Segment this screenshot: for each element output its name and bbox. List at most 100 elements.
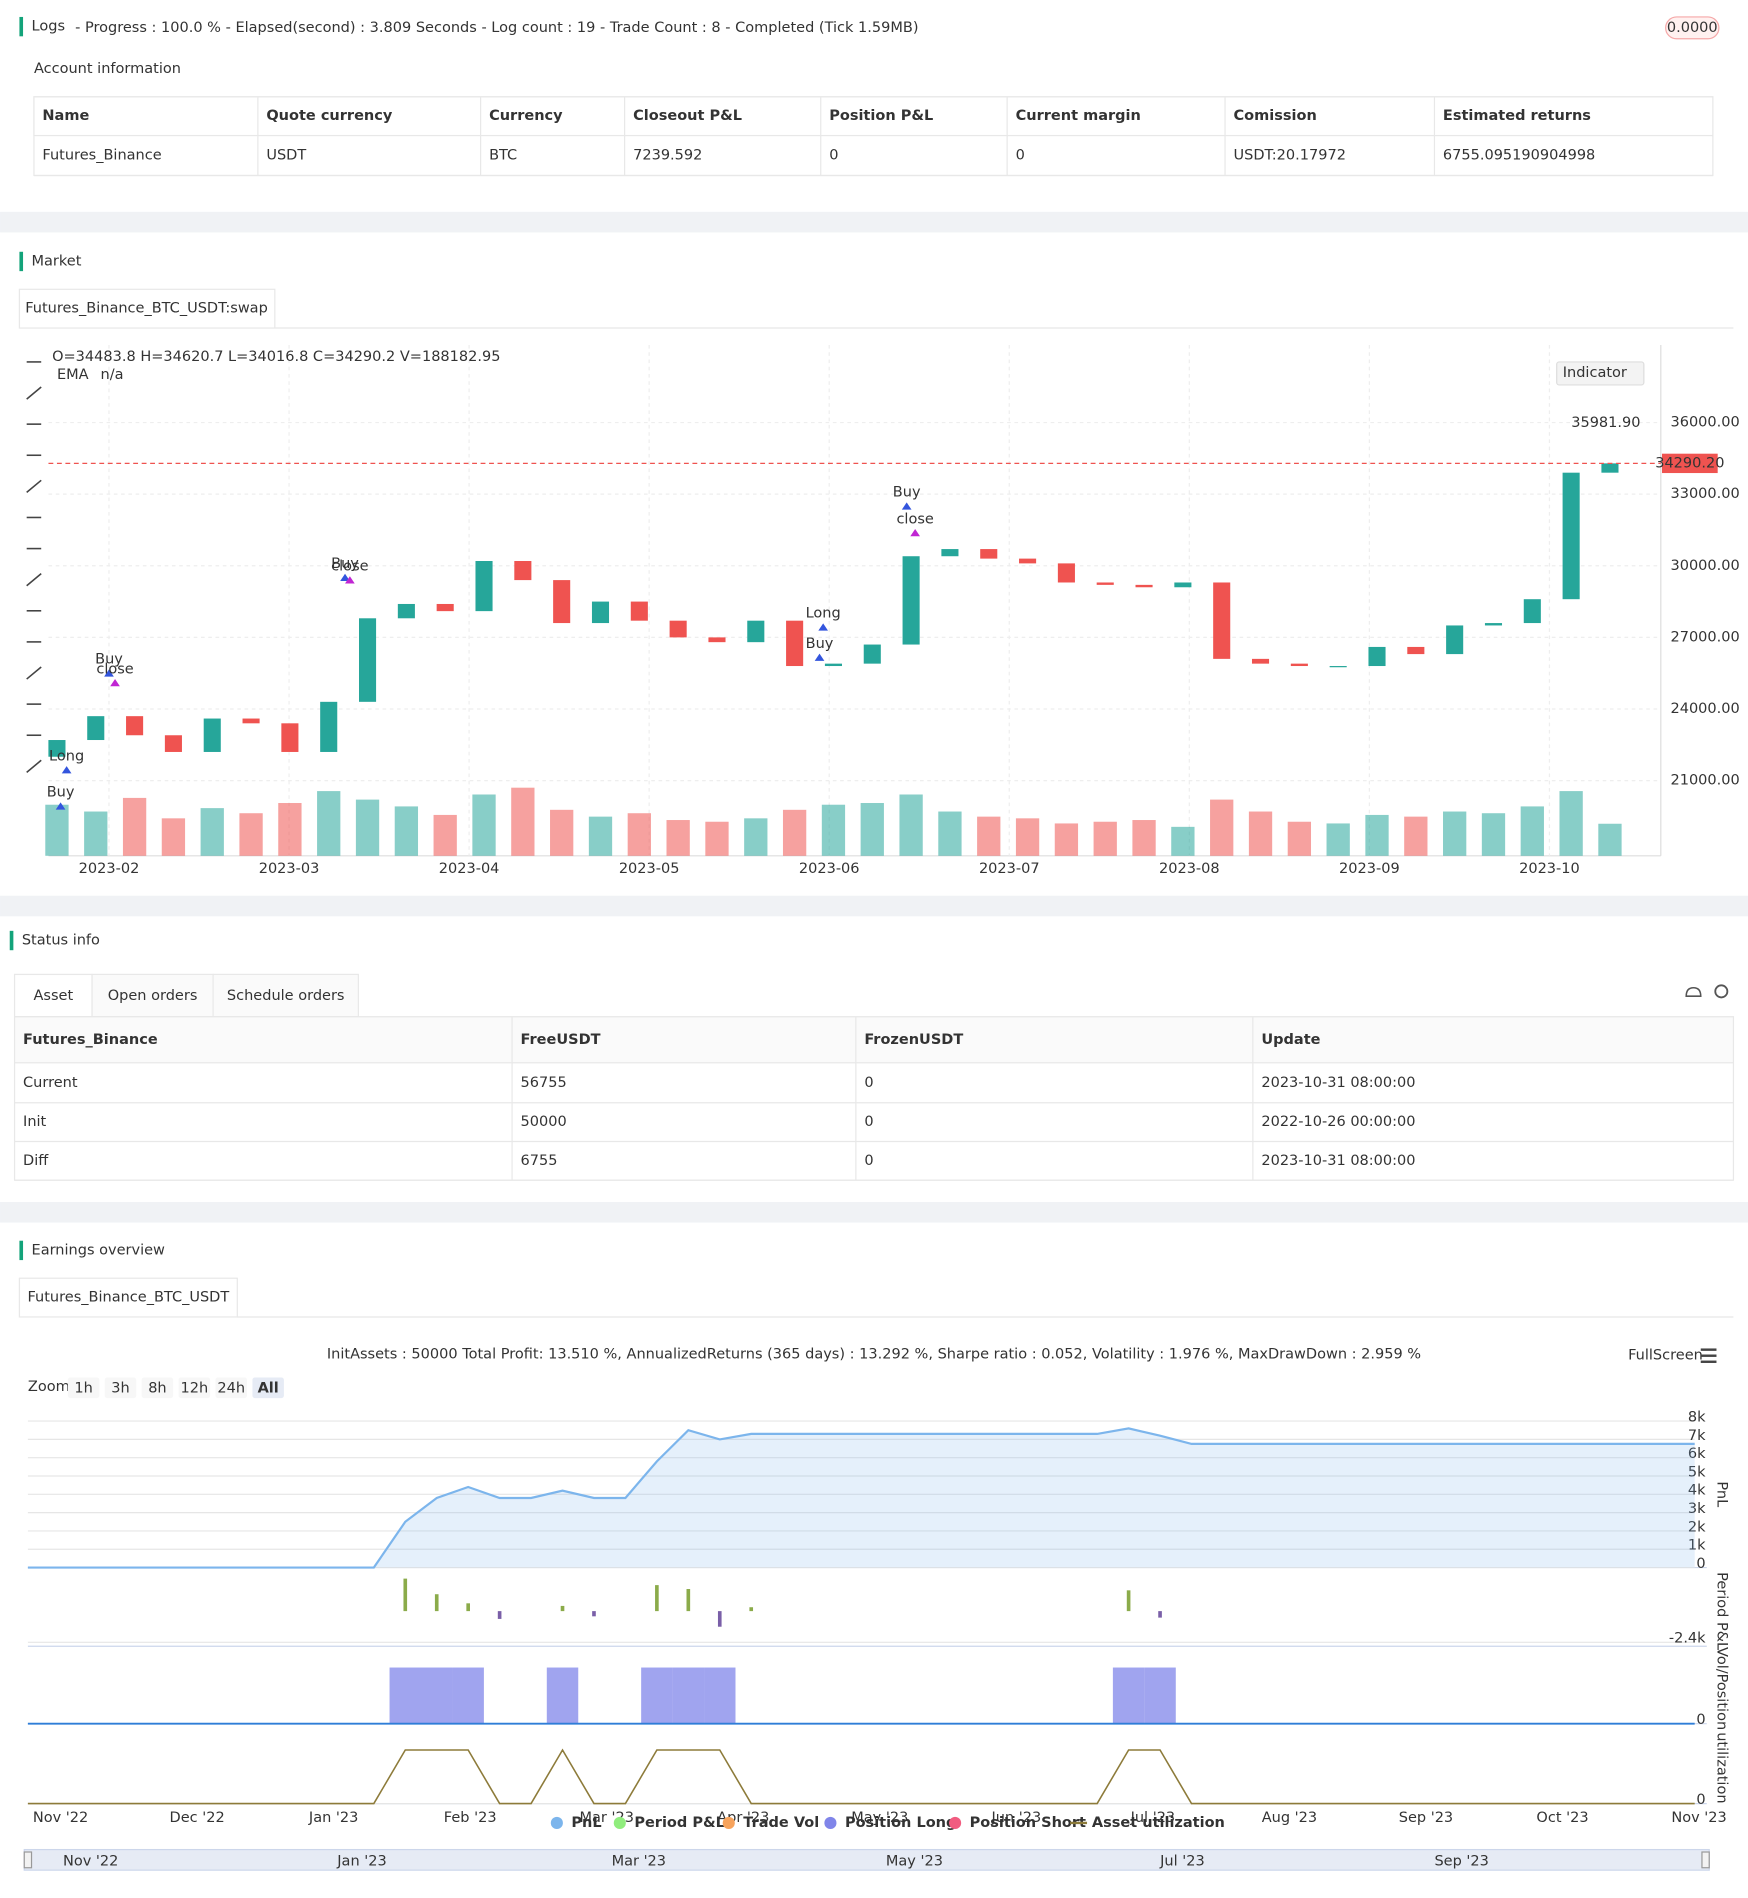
legend-label[interactable]: PnL bbox=[571, 1815, 601, 1831]
tool-icon[interactable] bbox=[26, 666, 42, 680]
y-tick-label: 36000.00 bbox=[1670, 415, 1739, 431]
signal-label: Buy bbox=[806, 636, 834, 652]
navigator-handle[interactable] bbox=[1701, 1851, 1710, 1869]
volume-bar bbox=[1598, 823, 1622, 856]
period-bar bbox=[434, 1594, 439, 1612]
legend-label[interactable]: Asset utilization bbox=[1092, 1815, 1225, 1831]
volume-bar bbox=[1365, 814, 1389, 856]
high-label: 35981.90 bbox=[1571, 415, 1640, 431]
tab-label[interactable]: Schedule orders bbox=[227, 988, 345, 1004]
tab[interactable] bbox=[18, 1277, 238, 1318]
zoom-button-label[interactable]: 24h bbox=[217, 1380, 245, 1396]
section-marker bbox=[9, 930, 14, 951]
signal-arrow bbox=[110, 679, 120, 687]
period-bar bbox=[686, 1589, 691, 1612]
volume-bar bbox=[122, 797, 147, 856]
tab[interactable] bbox=[212, 973, 359, 1018]
section-gap bbox=[0, 1201, 1748, 1223]
y-tick-label: 21000.00 bbox=[1670, 773, 1739, 789]
x-tick-label: 2023-07 bbox=[979, 861, 1040, 877]
table-header: FreeUSDT bbox=[521, 1032, 601, 1048]
volume-bar bbox=[782, 809, 807, 856]
fullscreen-button[interactable]: FullScreen bbox=[1628, 1348, 1703, 1364]
x-tick-label: 2023-03 bbox=[259, 861, 320, 877]
x-tick-label: 2023-04 bbox=[439, 861, 500, 877]
axis-title: utilization bbox=[1713, 1732, 1729, 1803]
position-bar bbox=[641, 1667, 673, 1724]
tool-icon[interactable] bbox=[26, 479, 42, 494]
zoom-button[interactable] bbox=[252, 1377, 284, 1399]
zoom-button-label[interactable]: 8h bbox=[148, 1380, 166, 1396]
tool-icon[interactable] bbox=[26, 386, 42, 400]
y-tick-label: 27000.00 bbox=[1670, 629, 1739, 645]
volume-bar bbox=[84, 811, 108, 856]
period-bar bbox=[1126, 1590, 1131, 1612]
volume-bar bbox=[550, 809, 574, 856]
tool-icon[interactable] bbox=[26, 573, 42, 587]
badge-text: 0.0000 bbox=[1667, 20, 1718, 36]
last-price-box bbox=[1662, 453, 1718, 474]
axis-title: Period P&L bbox=[1713, 1572, 1729, 1651]
table-cell: 2023-10-31 08:00:00 bbox=[1261, 1153, 1415, 1169]
legend-marker bbox=[949, 1816, 962, 1830]
zoom-button-label[interactable]: All bbox=[258, 1380, 279, 1396]
candle bbox=[126, 716, 144, 736]
tab-label[interactable]: Asset bbox=[33, 988, 73, 1004]
ohlc-text: O=34483.8 H=34620.7 L=34016.8 C=34290.2 … bbox=[52, 349, 500, 365]
volume-bar bbox=[1287, 821, 1312, 856]
tab[interactable] bbox=[18, 288, 276, 329]
candle bbox=[747, 620, 765, 643]
chart-title: InitAssets : 50000 Total Profit: 13.510 … bbox=[327, 1347, 1421, 1363]
x-tick-label: Jul '23 bbox=[1130, 1810, 1176, 1826]
indicator-button[interactable] bbox=[1556, 361, 1645, 386]
volume-bar bbox=[1326, 823, 1350, 856]
y-tick-label: 8k bbox=[1688, 1409, 1706, 1425]
x-tick-label: Oct '23 bbox=[1536, 1810, 1588, 1826]
volume-bar bbox=[860, 803, 884, 856]
candle bbox=[1562, 472, 1580, 600]
section-title: Market bbox=[32, 253, 82, 269]
volume-bar bbox=[977, 816, 1001, 856]
legend-label[interactable]: Position Short bbox=[970, 1815, 1086, 1831]
tab-label[interactable]: Futures_Binance_BTC_USDT bbox=[27, 1290, 229, 1306]
legend-label[interactable]: Position Long bbox=[845, 1815, 956, 1831]
x-tick-label: Sep '23 bbox=[1399, 1810, 1453, 1826]
signal-arrow bbox=[55, 802, 66, 810]
zoom-button[interactable] bbox=[215, 1377, 247, 1399]
candle bbox=[1484, 623, 1503, 626]
tool-icon[interactable] bbox=[26, 759, 42, 773]
icon-cloud[interactable] bbox=[1685, 986, 1702, 997]
candle bbox=[708, 637, 726, 643]
zoom-button-label[interactable]: 1h bbox=[74, 1380, 92, 1396]
period-bar bbox=[655, 1585, 659, 1612]
y-tick-label: 3k bbox=[1688, 1501, 1706, 1517]
badge bbox=[1665, 16, 1720, 40]
y-tick-label: 4k bbox=[1688, 1483, 1706, 1499]
candle bbox=[669, 620, 687, 638]
zoom-button-label[interactable]: 3h bbox=[111, 1380, 129, 1396]
section-gap bbox=[0, 895, 1748, 917]
zoom-button[interactable] bbox=[67, 1377, 100, 1399]
legend-label[interactable]: Period P&L bbox=[634, 1815, 725, 1831]
section-title: Status info bbox=[22, 933, 100, 949]
zoom-button[interactable] bbox=[178, 1377, 211, 1399]
x-tick-label: 2023-08 bbox=[1159, 861, 1220, 877]
period-bar bbox=[749, 1607, 754, 1612]
tab-label[interactable]: Open orders bbox=[108, 988, 198, 1004]
zoom-button[interactable] bbox=[104, 1377, 137, 1399]
table-header: Position P&L bbox=[829, 108, 933, 124]
section-marker bbox=[19, 1240, 24, 1261]
candle bbox=[863, 644, 881, 664]
tab[interactable] bbox=[91, 973, 214, 1018]
candle bbox=[1290, 663, 1308, 667]
navigator-handle[interactable] bbox=[23, 1851, 33, 1869]
legend-label[interactable]: Trade Vol bbox=[743, 1815, 819, 1831]
indicator-button-label[interactable]: Indicator bbox=[1563, 365, 1627, 381]
icon-settings[interactable] bbox=[1714, 984, 1729, 999]
tab-label[interactable]: Futures_Binance_BTC_USDT:swap bbox=[25, 301, 268, 317]
table-cell: 0 bbox=[864, 1075, 873, 1091]
table-cell: 7239.592 bbox=[633, 148, 702, 164]
zoom-button-label[interactable]: 12h bbox=[180, 1380, 208, 1396]
zoom-button[interactable] bbox=[141, 1377, 174, 1399]
